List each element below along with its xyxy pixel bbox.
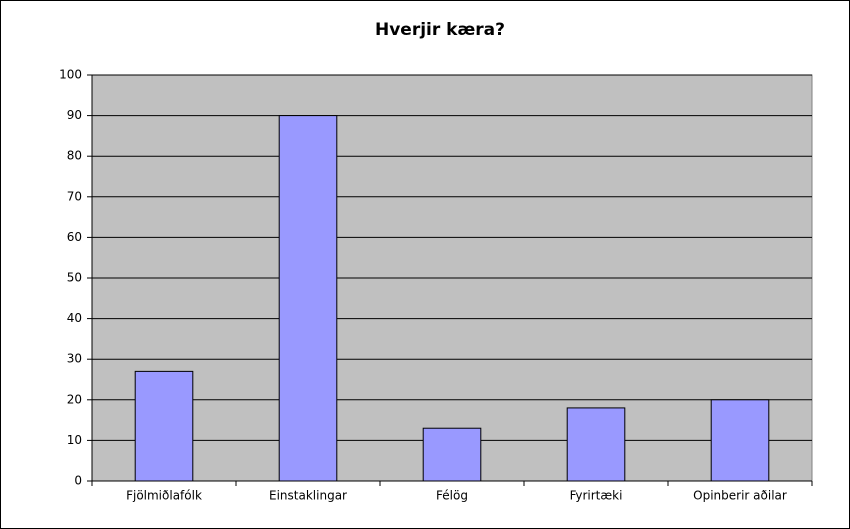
bar [422,427,482,482]
chart-title: Hverjir kæra? [375,20,505,40]
y-tick-label: 70 [67,189,82,203]
y-tick-label: 50 [67,271,82,285]
y-tick-label: 90 [67,108,82,122]
x-tick-label: Einstaklingar [269,489,347,503]
y-tick-label: 10 [67,433,82,447]
y-tick-label: 80 [67,149,82,163]
y-tick-label: 100 [59,68,82,82]
bar [566,407,626,482]
bar [278,115,338,482]
y-tick-label: 40 [67,311,82,325]
bar [710,399,770,482]
x-tick-label: Opinberir aðilar [693,489,787,503]
x-tick-label: Fyrirtæki [570,489,623,503]
bar [134,370,194,482]
y-tick-label: 60 [67,230,82,244]
y-tick-label: 20 [67,392,82,406]
y-tick-label: 0 [74,474,82,488]
x-tick-label: Félög [436,489,468,503]
x-tick-label: Fjölmiðlafólk [126,489,202,503]
y-tick-label: 30 [67,352,82,366]
